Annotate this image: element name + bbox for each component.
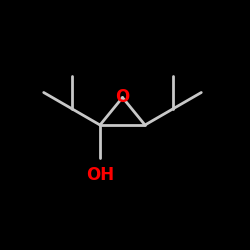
Text: O: O xyxy=(116,88,130,106)
Text: OH: OH xyxy=(86,166,114,184)
